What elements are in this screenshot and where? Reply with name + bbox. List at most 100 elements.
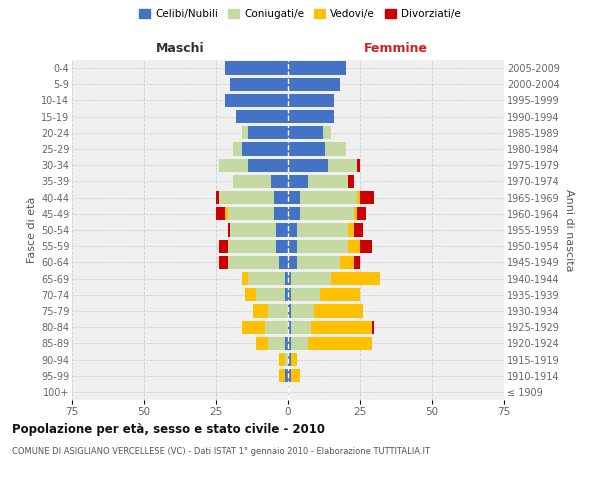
- Bar: [268, 336, 285, 350]
- Bar: [288, 353, 291, 366]
- Bar: [253, 304, 268, 318]
- Bar: [340, 256, 354, 269]
- Bar: [219, 256, 227, 269]
- Bar: [224, 94, 288, 107]
- Bar: [288, 78, 340, 91]
- Bar: [277, 240, 288, 253]
- Bar: [224, 62, 288, 74]
- Bar: [224, 207, 227, 220]
- Bar: [325, 142, 346, 156]
- Bar: [288, 304, 291, 318]
- Bar: [227, 207, 274, 220]
- Bar: [280, 353, 285, 366]
- Bar: [285, 336, 288, 350]
- Bar: [277, 224, 288, 236]
- Bar: [349, 224, 354, 236]
- Bar: [288, 272, 291, 285]
- Bar: [311, 320, 371, 334]
- Bar: [227, 256, 280, 269]
- Bar: [274, 207, 288, 220]
- Bar: [274, 191, 288, 204]
- Bar: [308, 336, 371, 350]
- Bar: [288, 175, 308, 188]
- Bar: [219, 191, 274, 204]
- Bar: [299, 207, 354, 220]
- Bar: [291, 272, 331, 285]
- Bar: [291, 320, 311, 334]
- Bar: [354, 256, 360, 269]
- Bar: [296, 224, 349, 236]
- Bar: [357, 191, 360, 204]
- Bar: [288, 320, 291, 334]
- Bar: [291, 369, 299, 382]
- Bar: [371, 320, 374, 334]
- Bar: [354, 224, 363, 236]
- Bar: [233, 142, 242, 156]
- Bar: [291, 288, 320, 302]
- Bar: [242, 126, 248, 140]
- Bar: [331, 272, 380, 285]
- Bar: [248, 158, 288, 172]
- Bar: [354, 207, 357, 220]
- Bar: [285, 353, 288, 366]
- Bar: [349, 240, 360, 253]
- Bar: [285, 288, 288, 302]
- Bar: [291, 336, 308, 350]
- Y-axis label: Fasce di età: Fasce di età: [26, 197, 37, 263]
- Y-axis label: Anni di nascita: Anni di nascita: [564, 188, 574, 271]
- Bar: [288, 240, 296, 253]
- Bar: [288, 158, 328, 172]
- Bar: [230, 78, 288, 91]
- Bar: [357, 158, 360, 172]
- Bar: [288, 207, 299, 220]
- Bar: [296, 240, 349, 253]
- Bar: [242, 320, 265, 334]
- Bar: [360, 191, 374, 204]
- Bar: [216, 207, 224, 220]
- Bar: [349, 175, 354, 188]
- Bar: [288, 110, 334, 124]
- Bar: [236, 110, 288, 124]
- Bar: [230, 224, 277, 236]
- Bar: [288, 142, 325, 156]
- Bar: [242, 142, 288, 156]
- Text: Maschi: Maschi: [155, 42, 205, 55]
- Bar: [219, 158, 248, 172]
- Bar: [248, 272, 285, 285]
- Bar: [296, 256, 340, 269]
- Text: COMUNE DI ASIGLIANO VERCELLESE (VC) - Dati ISTAT 1° gennaio 2010 - Elaborazione : COMUNE DI ASIGLIANO VERCELLESE (VC) - Da…: [12, 448, 430, 456]
- Bar: [288, 224, 296, 236]
- Bar: [280, 256, 288, 269]
- Bar: [288, 126, 323, 140]
- Bar: [265, 320, 288, 334]
- Bar: [320, 288, 360, 302]
- Bar: [271, 175, 288, 188]
- Bar: [288, 62, 346, 74]
- Bar: [248, 126, 288, 140]
- Bar: [357, 207, 366, 220]
- Bar: [308, 175, 349, 188]
- Bar: [328, 158, 357, 172]
- Bar: [291, 353, 296, 366]
- Bar: [288, 256, 296, 269]
- Bar: [285, 272, 288, 285]
- Bar: [291, 304, 314, 318]
- Bar: [288, 336, 291, 350]
- Text: Popolazione per età, sesso e stato civile - 2010: Popolazione per età, sesso e stato civil…: [12, 422, 325, 436]
- Text: Femmine: Femmine: [364, 42, 428, 55]
- Bar: [245, 288, 256, 302]
- Bar: [227, 224, 230, 236]
- Bar: [314, 304, 363, 318]
- Bar: [219, 240, 227, 253]
- Bar: [285, 369, 288, 382]
- Bar: [256, 336, 268, 350]
- Bar: [280, 369, 285, 382]
- Bar: [288, 288, 291, 302]
- Bar: [256, 288, 285, 302]
- Bar: [299, 191, 357, 204]
- Legend: Celibi/Nubili, Coniugati/e, Vedovi/e, Divorziati/e: Celibi/Nubili, Coniugati/e, Vedovi/e, Di…: [135, 5, 465, 24]
- Bar: [242, 272, 248, 285]
- Bar: [288, 94, 334, 107]
- Bar: [288, 369, 291, 382]
- Bar: [268, 304, 288, 318]
